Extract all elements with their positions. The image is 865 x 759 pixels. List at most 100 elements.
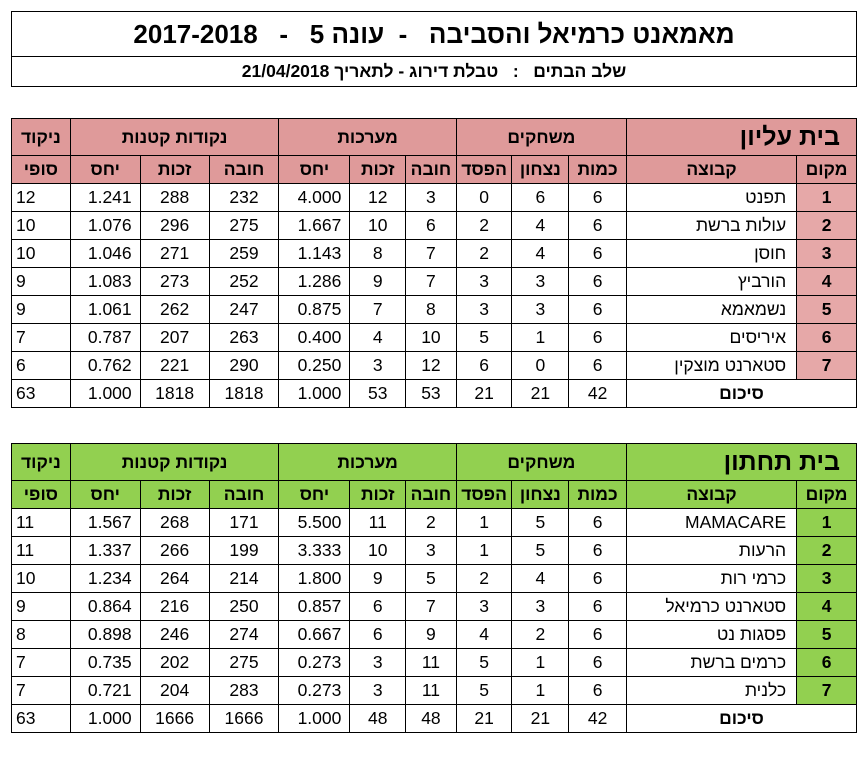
sets-won-cell: 3 (349, 676, 407, 705)
played-cell: 6 (568, 620, 627, 649)
group-header-row: ניקוד נקודות קטנות מערכות משחקים בית תחתון (11, 443, 858, 481)
sets-ratio-cell: 0.273 (278, 648, 351, 677)
points-won-cell: 262 (139, 295, 210, 324)
team-name-cell: סטארנט מוצקין (625, 351, 798, 380)
played-cell: 6 (568, 323, 627, 352)
sets-ratio-cell: 4.000 (278, 183, 351, 212)
points-lost-cell: 252 (208, 267, 280, 296)
sets-won-cell: 9 (349, 267, 407, 296)
score-cell: 9 (11, 295, 71, 324)
played-cell: 6 (568, 648, 627, 677)
small-points-header: נקודות קטנות (69, 443, 280, 481)
rank-cell: 6 (796, 323, 857, 352)
table-row: 6 0.762 221 290 0.250 3 12 6 0 6 סטארנט מוצקין 7 (11, 351, 857, 380)
sets-ratio-header: יחס (278, 480, 351, 509)
points-lost-cell: 250 (208, 592, 280, 621)
rank-cell: 5 (796, 295, 857, 324)
points-ratio-cell: 1.234 (69, 564, 141, 593)
total-points-lost-cell: 1818 (208, 379, 280, 408)
points-ratio-cell: 0.787 (69, 323, 141, 352)
losses-cell: 2 (455, 564, 513, 593)
score-cell: 10 (11, 211, 71, 240)
wins-cell: 4 (511, 564, 570, 593)
losses-cell: 5 (455, 648, 513, 677)
table-row: 12 1.241 288 232 4.000 12 3 0 6 6 תפנט 1 (11, 183, 857, 212)
wins-cell: 5 (511, 536, 570, 565)
points-ratio-cell: 0.735 (69, 648, 141, 677)
points-won-cell: 221 (139, 351, 210, 380)
total-sets-lost-cell: 53 (405, 379, 457, 408)
games-header: משחקים (455, 443, 627, 481)
sets-ratio-cell: 0.273 (278, 676, 351, 705)
rank-cell: 2 (796, 536, 857, 565)
column-header-row: סופי יחס זכות חובה יחס זכות חובה הפסד נצחון כמות ק… (11, 480, 857, 509)
sets-lost-cell: 12 (405, 351, 457, 380)
losses-cell: 5 (455, 676, 513, 705)
losses-cell: 1 (455, 508, 513, 537)
sets-ratio-cell: 3.333 (278, 536, 351, 565)
team-name-cell: כרמים ברשת (625, 648, 798, 677)
sets-ratio-cell: 0.250 (278, 351, 351, 380)
points-won-cell: 202 (139, 648, 210, 677)
points-lost-cell: 214 (208, 564, 280, 593)
points-ratio-header: יחס (69, 480, 141, 509)
table-row: 7 0.721 204 283 0.273 3 11 5 1 6 כלנית 7 (11, 676, 857, 705)
sets-lost-cell: 11 (405, 648, 457, 677)
team-name-cell: איריסים (625, 323, 798, 352)
points-won-cell: 273 (139, 267, 210, 296)
played-cell: 6 (568, 351, 627, 380)
sets-won-cell: 4 (349, 323, 407, 352)
sets-ratio-cell: 1.800 (278, 564, 351, 593)
rank-cell: 2 (796, 211, 857, 240)
total-sets-ratio-cell: 1.000 (278, 704, 351, 733)
score-cell: 6 (11, 351, 71, 380)
rank-cell: 4 (796, 592, 857, 621)
wins-cell: 5 (511, 508, 570, 537)
sets-won-header: זכות (349, 155, 407, 184)
sets-won-cell: 9 (349, 564, 407, 593)
points-ratio-cell: 1.567 (69, 508, 141, 537)
team-name-cell: MAMACARE (625, 508, 798, 537)
points-lost-cell: 247 (208, 295, 280, 324)
page-subtitle: שלב הבתים : טבלת דירוג - לתאריך 21/04/20… (11, 56, 857, 87)
team-name-cell: כרמי רות (625, 564, 798, 593)
total-points-ratio-cell: 1.000 (69, 704, 141, 733)
points-won-cell: 216 (139, 592, 210, 621)
group-title: בית עליון (625, 118, 858, 156)
points-won-cell: 296 (139, 211, 210, 240)
rank-cell: 4 (796, 267, 857, 296)
sets-won-cell: 10 (349, 536, 407, 565)
total-points-ratio-cell: 1.000 (69, 379, 141, 408)
sets-header: מערכות (278, 443, 457, 481)
upper-league-table: ניקוד נקודות קטנות מערכות משחקים בית עליון סו… (11, 118, 858, 408)
played-cell: 6 (568, 239, 627, 268)
played-cell: 6 (568, 564, 627, 593)
team-name-cell: תפנט (625, 183, 798, 212)
table-row: 10 1.046 271 259 1.143 8 7 2 4 6 חוסן 3 (11, 239, 857, 268)
rank-cell: 3 (796, 564, 857, 593)
rank-cell: 3 (796, 239, 857, 268)
points-won-cell: 246 (139, 620, 210, 649)
points-lost-cell: 199 (208, 536, 280, 565)
wins-header: נצחון (511, 480, 570, 509)
played-cell: 6 (568, 508, 627, 537)
losses-cell: 3 (455, 295, 513, 324)
sets-lost-header: חובה (405, 155, 457, 184)
played-cell: 6 (568, 211, 627, 240)
wins-cell: 1 (511, 323, 570, 352)
group-header-row: ניקוד נקודות קטנות מערכות משחקים בית עליון (11, 118, 858, 156)
points-lost-header: חובה (208, 155, 280, 184)
points-ratio-cell: 0.762 (69, 351, 141, 380)
place-header: מקום (796, 480, 857, 509)
points-ratio-cell: 1.046 (69, 239, 141, 268)
rank-cell: 5 (796, 620, 857, 649)
rank-cell: 1 (796, 183, 857, 212)
losses-cell: 3 (455, 592, 513, 621)
points-lost-cell: 171 (208, 508, 280, 537)
wins-cell: 3 (511, 267, 570, 296)
team-name-cell: כלנית (625, 676, 798, 705)
lower-league-table: ניקוד נקודות קטנות מערכות משחקים בית תחתון סו… (11, 443, 858, 733)
sets-won-cell: 11 (349, 508, 407, 537)
played-cell: 6 (568, 676, 627, 705)
points-won-header: זכות (139, 155, 210, 184)
